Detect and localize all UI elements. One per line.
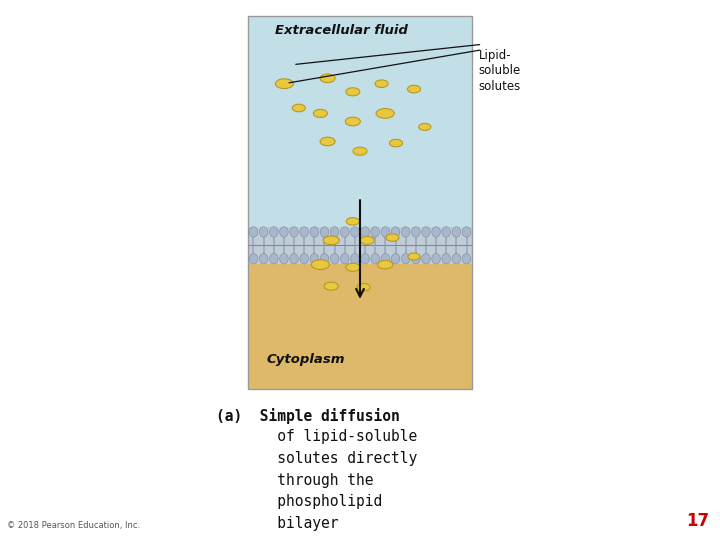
Ellipse shape (419, 123, 431, 130)
Ellipse shape (408, 253, 420, 260)
Ellipse shape (346, 117, 360, 126)
Ellipse shape (391, 227, 400, 237)
Ellipse shape (361, 254, 369, 264)
Ellipse shape (351, 254, 359, 264)
Ellipse shape (361, 227, 369, 237)
Ellipse shape (300, 254, 308, 264)
Ellipse shape (346, 218, 359, 225)
Ellipse shape (432, 227, 441, 237)
Ellipse shape (279, 227, 288, 237)
Ellipse shape (442, 254, 451, 264)
Ellipse shape (462, 227, 471, 237)
Ellipse shape (289, 227, 298, 237)
Ellipse shape (310, 254, 319, 264)
Ellipse shape (422, 254, 431, 264)
Ellipse shape (381, 254, 390, 264)
Ellipse shape (371, 254, 379, 264)
Text: © 2018 Pearson Education, Inc.: © 2018 Pearson Education, Inc. (7, 521, 140, 530)
Text: bilayer: bilayer (216, 516, 338, 531)
Ellipse shape (313, 109, 328, 117)
Text: Lipid-
soluble
solutes: Lipid- soluble solutes (479, 49, 521, 92)
Ellipse shape (330, 254, 339, 264)
Ellipse shape (432, 254, 441, 264)
Ellipse shape (401, 254, 410, 264)
Text: phospholipid: phospholipid (216, 494, 382, 509)
Ellipse shape (300, 227, 308, 237)
Ellipse shape (386, 234, 399, 241)
Ellipse shape (452, 254, 461, 264)
Ellipse shape (378, 260, 392, 269)
Ellipse shape (320, 227, 329, 237)
Ellipse shape (311, 260, 330, 269)
Ellipse shape (375, 80, 388, 87)
Ellipse shape (324, 282, 338, 291)
Ellipse shape (391, 254, 400, 264)
Ellipse shape (408, 85, 420, 93)
Ellipse shape (259, 254, 268, 264)
Ellipse shape (275, 79, 294, 89)
Ellipse shape (351, 227, 359, 237)
Text: (a)  Simple diffusion: (a) Simple diffusion (216, 408, 400, 424)
Ellipse shape (320, 137, 335, 146)
Ellipse shape (360, 236, 374, 244)
Bar (248, 264, 472, 389)
Ellipse shape (310, 227, 319, 237)
Ellipse shape (292, 104, 305, 112)
Ellipse shape (289, 254, 298, 264)
Ellipse shape (401, 227, 410, 237)
Text: of lipid-soluble: of lipid-soluble (216, 429, 418, 444)
Ellipse shape (376, 109, 395, 118)
Ellipse shape (390, 139, 402, 147)
Text: 17: 17 (686, 512, 709, 530)
Ellipse shape (442, 227, 451, 237)
Ellipse shape (412, 227, 420, 237)
Ellipse shape (320, 254, 329, 264)
Bar (248, 16, 472, 389)
Text: Extracellular fluid: Extracellular fluid (275, 24, 408, 37)
Ellipse shape (249, 254, 258, 264)
Ellipse shape (269, 254, 278, 264)
Ellipse shape (381, 227, 390, 237)
Ellipse shape (249, 227, 258, 237)
Text: through the: through the (216, 472, 374, 488)
Ellipse shape (346, 263, 360, 271)
Ellipse shape (357, 284, 370, 291)
Ellipse shape (462, 254, 471, 264)
Bar (248, 16, 472, 227)
Ellipse shape (341, 254, 349, 264)
Ellipse shape (353, 147, 367, 156)
Ellipse shape (422, 227, 431, 237)
Text: Cytoplasm: Cytoplasm (266, 353, 345, 367)
Ellipse shape (371, 227, 379, 237)
Ellipse shape (330, 227, 339, 237)
Ellipse shape (452, 227, 461, 237)
Ellipse shape (412, 254, 420, 264)
Ellipse shape (341, 227, 349, 237)
Ellipse shape (320, 74, 335, 83)
Ellipse shape (346, 87, 360, 96)
Ellipse shape (259, 227, 268, 237)
Text: solutes directly: solutes directly (216, 451, 418, 466)
Ellipse shape (279, 254, 288, 264)
Bar (248, 227, 472, 264)
Ellipse shape (323, 236, 339, 245)
Ellipse shape (269, 227, 278, 237)
